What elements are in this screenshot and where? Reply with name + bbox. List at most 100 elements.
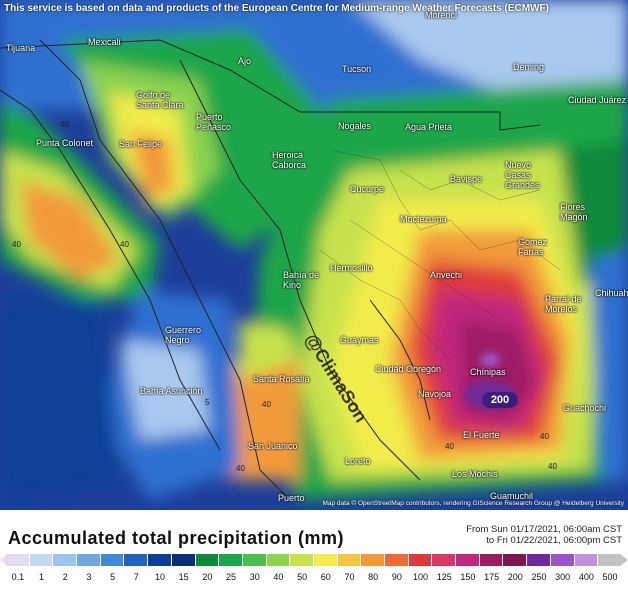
city-label: Flores Magón [560, 202, 588, 222]
city-label: Guamuchil [490, 491, 534, 501]
color-swatch [456, 554, 480, 566]
color-swatch [242, 554, 267, 566]
city-label: Moctezuma [400, 214, 447, 224]
scale-tick-label: 250 [531, 572, 547, 582]
scale-tick-label: 150 [460, 572, 476, 582]
color-swatch [77, 554, 101, 566]
peak-value-label: 200 [482, 392, 518, 408]
scale-tick-label: 2 [62, 572, 68, 582]
scale-tick-label: 15 [178, 572, 189, 582]
color-swatch [361, 554, 385, 566]
scale-tick-label: 80 [368, 572, 379, 582]
precipitation-map[interactable]: This service is based on data and produc… [0, 0, 628, 510]
city-label: Nuevo Casas Grandes [505, 160, 540, 190]
ecmwf-notice: This service is based on data and produc… [4, 3, 549, 14]
scale-tick-label: 20 [202, 572, 213, 582]
color-swatch [290, 554, 314, 566]
color-swatch [385, 554, 409, 566]
color-swatch [432, 554, 457, 566]
city-label: Guaymas [340, 335, 379, 345]
color-swatch [337, 554, 362, 566]
city-label: Puerto Peñasco [196, 112, 232, 132]
city-label: Ciudad Juárez [568, 95, 627, 105]
city-label: Cucurpe [350, 184, 385, 194]
color-scale [6, 554, 622, 568]
color-swatch [527, 554, 551, 566]
color-swatch [195, 554, 220, 566]
city-label: Chihuahua [595, 288, 628, 298]
city-label: Santa Rosalía [253, 374, 310, 384]
scale-tick-label: 1 [39, 572, 45, 582]
city-label: Punta Colonet [36, 138, 94, 148]
city-label: Golfo de Santa Clara [136, 90, 184, 110]
map-credit: Map data © OpenStreetMap contributors, r… [322, 500, 624, 507]
city-label: El Fuerte [463, 430, 500, 440]
city-label: Hermosillo [330, 263, 373, 273]
scale-tick-label: 90 [391, 572, 402, 582]
legend-panel: Accumulated total precipitation (mm) Fro… [0, 510, 628, 598]
contour-label: 40 [60, 120, 69, 129]
city-label: Deming [513, 62, 545, 72]
contour-label: 5 [205, 398, 210, 407]
city-label: San Felipe [119, 139, 163, 149]
city-label: Guachochi [563, 403, 607, 413]
color-swatch [124, 554, 149, 566]
scale-tick-label: 10 [154, 572, 165, 582]
scale-tick-label: 500 [602, 572, 618, 582]
scale-tick-label: 0.1 [11, 572, 25, 582]
city-label: Tijuana [6, 43, 36, 53]
legend-title: Accumulated total precipitation (mm) [8, 528, 345, 548]
color-swatch [171, 554, 196, 566]
city-label: Heroica Caborca [272, 150, 307, 170]
color-swatch [148, 554, 172, 566]
scale-tick-label: 100 [413, 572, 429, 582]
city-label: Gómez Farías [518, 237, 548, 257]
color-swatch [6, 554, 30, 566]
scale-tick-label: 40 [273, 572, 284, 582]
city-label: Ciudad Obregón [375, 364, 442, 374]
map-field [0, 0, 628, 510]
contour-label: 40 [540, 432, 549, 441]
contour-label: 40 [12, 240, 21, 249]
scale-tick-label: 70 [344, 572, 355, 582]
contour-label: 40 [236, 464, 245, 473]
contour-label: 40 [548, 462, 557, 471]
city-label: Tucson [342, 64, 372, 74]
scale-ticks: 0.1 1 2 3 5 7 10 15 20 25 30 40 50 60 70 80 90 100 125 150 1… [6, 572, 622, 582]
color-swatch [219, 554, 243, 566]
contour-label: 40 [262, 400, 271, 409]
city-label: Navojoa [418, 389, 452, 399]
city-label: Puerto [278, 493, 305, 503]
color-swatch [550, 554, 575, 566]
city-label: Agua Prieta [405, 122, 453, 132]
scale-tick-label: 400 [578, 572, 594, 582]
city-label: Loreto [345, 456, 371, 466]
color-swatch [479, 554, 504, 566]
city-label: Guerrero Negro [165, 325, 202, 345]
scale-tick-label: 175 [484, 572, 500, 582]
scale-tick-label: 125 [436, 572, 452, 582]
time-range: From Sun 01/17/2021, 06:00am CST to Fri … [466, 524, 622, 546]
contour-label: 40 [120, 240, 129, 249]
city-label: San Juanico [248, 441, 298, 451]
city-label: Los Mochis [452, 469, 498, 479]
color-swatch [574, 554, 599, 566]
color-swatch [503, 554, 528, 566]
color-swatch [598, 554, 622, 566]
city-label: Chínipas [470, 367, 506, 377]
scale-tick-label: 300 [555, 572, 571, 582]
scale-tick-label: 60 [320, 572, 331, 582]
color-swatch [313, 554, 338, 566]
city-label: Parral de Morelos [545, 294, 582, 314]
contour-label: 40 [445, 442, 454, 451]
color-swatch [53, 554, 78, 566]
city-label: Morenci [425, 10, 458, 20]
color-swatch [100, 554, 125, 566]
city-label: Mexicali [88, 37, 121, 47]
scale-max-arrow [620, 554, 628, 566]
time-range-from: From Sun 01/17/2021, 06:00am CST [466, 524, 622, 535]
scale-tick-label: 30 [249, 572, 260, 582]
city-label: Bahía de Kino [283, 270, 320, 290]
scale-tick-label: 5 [110, 572, 116, 582]
time-range-to: to Fri 01/22/2021, 06:00pm CST [486, 535, 622, 546]
